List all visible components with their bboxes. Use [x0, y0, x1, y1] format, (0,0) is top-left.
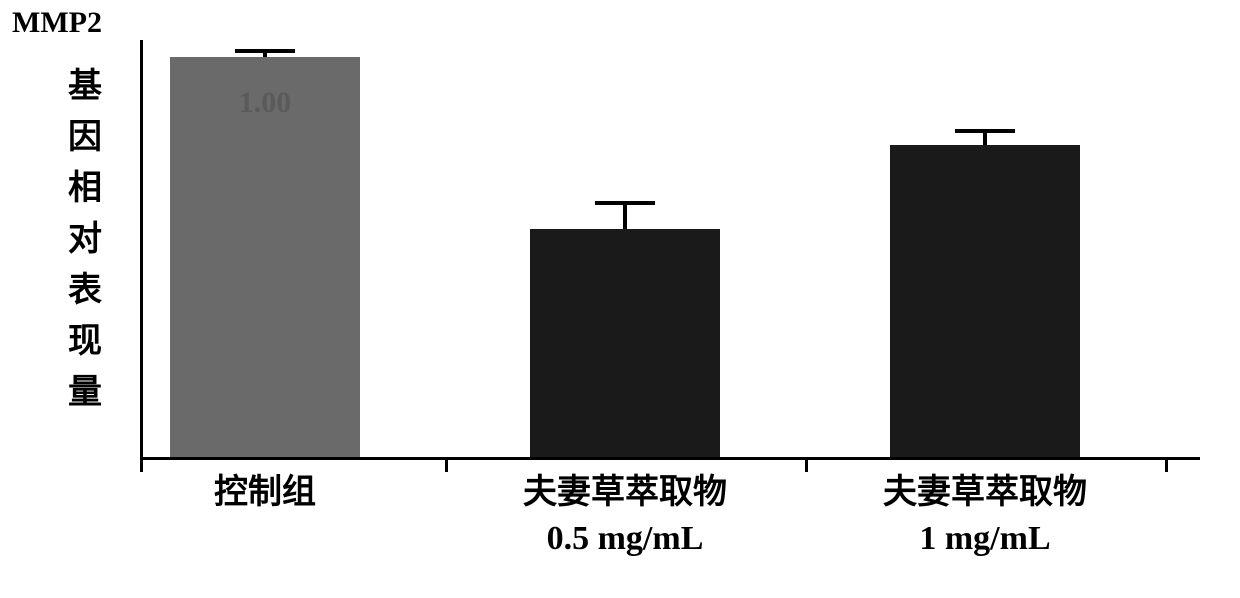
chart-title: MMP2 — [12, 6, 102, 40]
x-axis — [140, 457, 1200, 460]
ylabel-char: 量 — [68, 376, 102, 410]
ylabel-char: 相 — [68, 172, 102, 206]
y-axis-label: 基 因 相 对 表 现 量 — [62, 70, 108, 410]
ylabel-char: 因 — [68, 121, 102, 155]
figure: MMP2 基 因 相 对 表 现 量 1.00 控制组夫妻草萃取物 0.5 mg… — [0, 0, 1240, 598]
ylabel-char: 基 — [68, 70, 102, 104]
plot-area: 1.00 — [140, 40, 1200, 460]
bar — [530, 229, 720, 457]
x-category-label: 夫妻草萃取物 1 mg/mL — [805, 470, 1165, 562]
y-axis — [140, 40, 143, 460]
bar-value-label: 1.00 — [170, 86, 360, 120]
ylabel-char: 表 — [68, 274, 102, 308]
bar — [890, 145, 1080, 457]
ylabel-char: 现 — [68, 325, 102, 359]
x-tick — [1165, 460, 1168, 472]
ylabel-char: 对 — [68, 223, 102, 257]
x-category-label: 夫妻草萃取物 0.5 mg/mL — [445, 470, 805, 562]
x-category-label: 控制组 — [85, 470, 445, 516]
